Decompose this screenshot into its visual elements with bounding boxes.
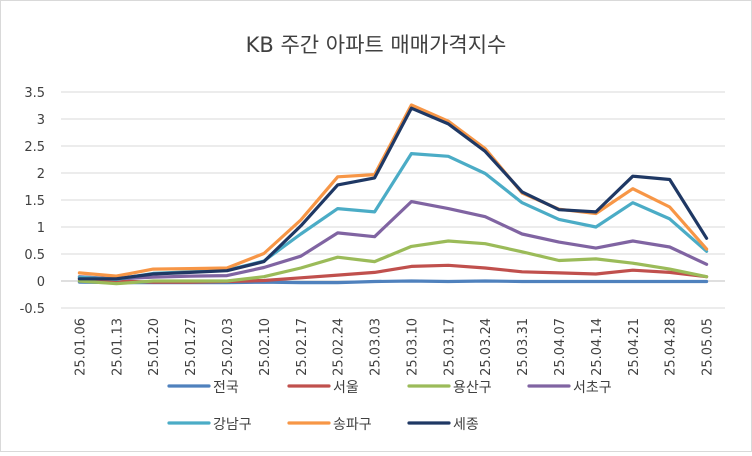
x-tick-label: 25.01.06 — [73, 318, 88, 376]
y-tick-label: -0.5 — [20, 302, 45, 317]
x-tick-label: 25.01.13 — [110, 318, 125, 376]
legend-item-2[interactable]: 서울 — [287, 380, 359, 396]
legend-item-1[interactable]: 전국 — [167, 380, 239, 396]
legend-label: 서울 — [333, 380, 359, 396]
y-tick-label: 3 — [37, 113, 45, 128]
y-tick-label: 2.5 — [24, 140, 45, 155]
x-tick-label: 25.02.10 — [258, 318, 273, 376]
x-tick-label: 25.03.17 — [442, 318, 457, 376]
x-tick-label: 25.04.14 — [590, 318, 605, 376]
legend-label: 용산구 — [453, 380, 492, 396]
x-tick-label: 25.04.07 — [553, 318, 568, 376]
x-tick-label: 25.03.03 — [369, 318, 384, 376]
x-tick-label: 25.02.17 — [295, 318, 310, 376]
y-tick-label: 1 — [37, 221, 45, 236]
y-tick-label: 0 — [37, 275, 45, 290]
legend-label: 송파구 — [333, 417, 372, 433]
y-tick-label: 3.5 — [24, 86, 45, 101]
legend-item-5[interactable]: 강남구 — [167, 417, 252, 433]
x-tick-label: 25.03.31 — [516, 318, 531, 376]
legend-item-7[interactable]: 세종 — [407, 417, 479, 433]
x-tick-label: 25.03.10 — [405, 318, 420, 376]
y-tick-label: 0.5 — [24, 248, 45, 263]
x-tick-label: 25.01.27 — [184, 318, 199, 376]
legend-item-4[interactable]: 서초구 — [527, 380, 612, 396]
legend-label: 세종 — [453, 417, 479, 433]
x-tick-label: 25.01.20 — [147, 318, 162, 376]
x-tick-label: 25.02.24 — [332, 318, 347, 376]
series-layer — [77, 103, 709, 286]
x-tick-label: 25.04.21 — [627, 318, 642, 376]
series-line-3 — [77, 239, 709, 286]
x-tick-label: 25.02.03 — [221, 318, 236, 376]
legend-label: 서초구 — [573, 380, 612, 396]
y-tick-label: 2 — [37, 167, 45, 182]
axis-layer: -0.5 0 0.5 1 1.5 2 2.5 3 3.5 25.01.06 25.01.13 25.0… — [20, 86, 725, 376]
legend-label: 전국 — [213, 380, 239, 396]
series-line-7 — [77, 106, 709, 281]
x-tick-label: 25.03.24 — [479, 318, 494, 376]
x-tick-label: 25.04.28 — [664, 318, 679, 376]
legend-label: 강남구 — [213, 417, 252, 433]
series-line-4 — [77, 200, 709, 281]
chart-title: KB 주간 아파트 매매가격지수 — [246, 33, 507, 57]
legend-item-6[interactable]: 송파구 — [287, 417, 372, 433]
legend-item-3[interactable]: 용산구 — [407, 380, 492, 396]
x-tick-label: 25.05.05 — [701, 318, 716, 376]
y-tick-label: 1.5 — [24, 194, 45, 209]
